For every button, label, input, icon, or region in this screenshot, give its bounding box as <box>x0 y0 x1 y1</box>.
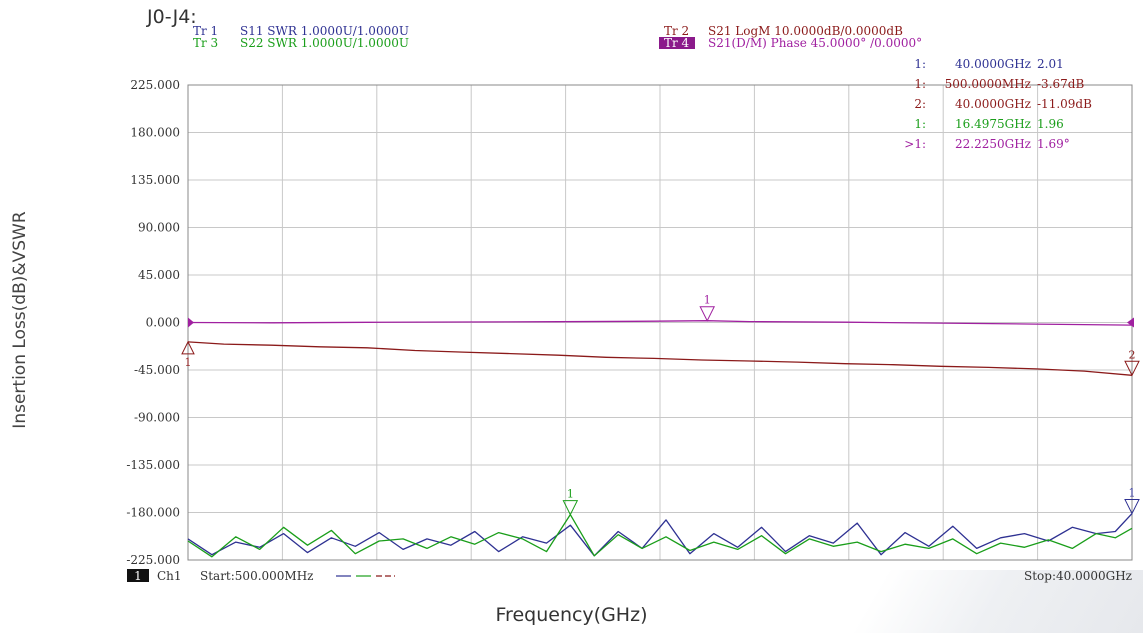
series-line <box>187 513 1133 557</box>
marker-label: 1 <box>567 488 574 501</box>
marker-row-3-val: -11.09dB <box>1037 97 1092 111</box>
marker-triangle <box>181 340 195 355</box>
y-tick-label: -180.000 <box>126 506 180 520</box>
series-line <box>187 513 1133 558</box>
traces <box>187 320 1133 558</box>
marker-row-5-idx: >1: <box>904 137 926 151</box>
y-tick-label: -135.000 <box>126 458 180 472</box>
marker-triangle <box>562 500 579 516</box>
series-line <box>187 341 1133 376</box>
y-tick-label: 135.000 <box>130 173 180 187</box>
marker-row-5-val: 1.69° <box>1037 137 1070 151</box>
markers: 1 2 1 1 1 <box>181 294 1140 516</box>
y-tick-label: 45.000 <box>138 268 180 282</box>
trace-legend: Tr 1 S11 SWR 1.0000U/1.0000U Tr 3 S22 SW… <box>193 24 922 50</box>
channel-box <box>127 569 149 582</box>
marker-row-3-idx: 2: <box>914 97 926 111</box>
marker-row-4-freq: 16.4975GHz <box>955 117 1031 131</box>
figure-title: J0-J4: <box>147 6 197 28</box>
marker-row-5-freq: 22.2250GHz <box>955 137 1031 151</box>
marker-row-1-val: 2.01 <box>1037 57 1064 71</box>
y-tick-label: 0.000 <box>146 316 180 330</box>
marker-row-4-val: 1.96 <box>1037 117 1064 131</box>
series-line <box>187 320 1133 326</box>
reference-arrow-right[interactable] <box>1127 317 1134 328</box>
trace-1-desc: S11 SWR 1.0000U/1.0000U <box>240 24 409 38</box>
y-tick-label: -45.000 <box>134 363 180 377</box>
trace-2-id: Tr 2 <box>664 24 689 38</box>
marker-triangle <box>699 306 716 322</box>
marker[interactable]: 1 <box>1124 487 1140 515</box>
trace-4-id[interactable]: Tr 4 <box>664 36 690 50</box>
background-shade <box>763 570 1143 633</box>
y-tick-label: 180.000 <box>130 126 180 140</box>
trace-4-desc: S21(D/M) Phase 45.0000° /0.0000° <box>708 36 922 50</box>
start-frequency: Start:500.000MHz <box>200 569 314 583</box>
y-tick-labels: 225.000 180.000 135.000 90.000 45.000 0.000 -4… <box>126 78 180 567</box>
marker-label: 1 <box>704 294 711 307</box>
y-tick-label: 225.000 <box>130 78 180 92</box>
stop-frequency: Stop:40.0000GHz <box>1024 569 1132 583</box>
marker-row-4-idx: 1: <box>914 117 926 131</box>
status-bar: 1 Ch1 Start:500.000MHz Stop:40.0000GHz <box>127 569 1132 583</box>
marker-row-2-freq: 500.0000MHz <box>945 77 1031 91</box>
marker-label: 1 <box>185 356 192 369</box>
marker-row-2-idx: 1: <box>914 77 926 91</box>
y-tick-label: 90.000 <box>138 221 180 235</box>
trace-2-desc: S21 LogM 10.0000dB/0.0000dB <box>708 24 903 38</box>
trace-1-id: Tr 1 <box>193 24 218 38</box>
trace-3-id: Tr 3 <box>193 36 218 50</box>
active-trace-highlight <box>659 37 695 49</box>
y-tick-label: -90.000 <box>134 411 180 425</box>
marker-row-1-idx: 1: <box>914 57 926 71</box>
marker-label: 1 <box>1129 487 1136 500</box>
marker-table: 1: 40.0000GHz 2.01 1: 500.0000MHz -3.67d… <box>904 57 1092 151</box>
marker-triangle <box>1124 499 1140 515</box>
marker-label: 2 <box>1129 348 1136 361</box>
marker[interactable]: 2 <box>1124 348 1140 377</box>
analyzer-chart: 225.000 180.000 135.000 90.000 45.000 0.000 -4… <box>126 24 1140 583</box>
marker-row-3-freq: 40.0000GHz <box>955 97 1031 111</box>
reference-arrow-left[interactable] <box>188 317 194 328</box>
marker[interactable]: 1 <box>562 488 579 516</box>
y-tick-label: -225.000 <box>126 553 180 567</box>
x-axis-title: Frequency(GHz) <box>495 604 648 626</box>
marker-row-1-freq: 40.0000GHz <box>955 57 1031 71</box>
marker-row-2-val: -3.67dB <box>1037 77 1084 91</box>
marker-triangle <box>1124 360 1140 377</box>
trace-3-desc: S22 SWR 1.0000U/1.0000U <box>240 36 409 50</box>
reference-arrows <box>188 317 1134 328</box>
marker[interactable]: 1 <box>181 340 195 369</box>
marker[interactable]: 1 <box>699 294 716 322</box>
channel-box-number: 1 <box>134 569 142 583</box>
channel-label[interactable]: Ch1 <box>157 569 182 583</box>
